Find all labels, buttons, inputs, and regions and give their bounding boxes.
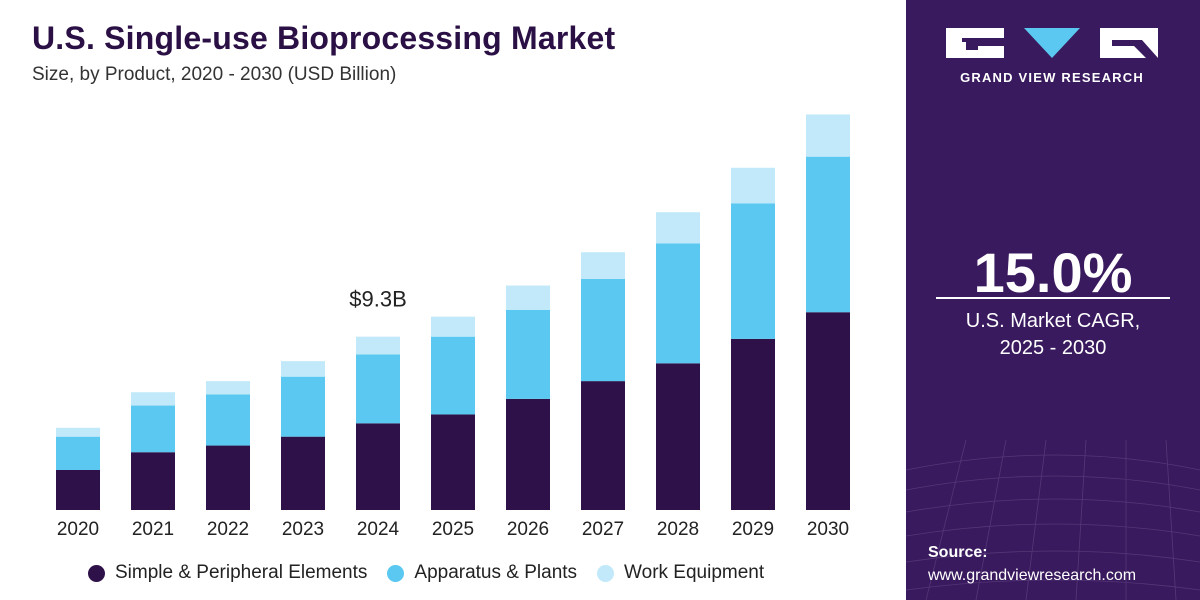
source-url[interactable]: www.grandviewresearch.com xyxy=(928,567,1137,584)
x-tick-label-2028: 2028 xyxy=(657,519,699,540)
bar-2027-apparatus xyxy=(581,278,625,382)
x-tick-label-2023: 2023 xyxy=(282,519,324,540)
bar-2025-work xyxy=(431,316,475,337)
legend-item-simple: Simple & Peripheral Elements xyxy=(88,562,367,584)
cagr-label: U.S. Market CAGR, 2025 - 2030 xyxy=(906,308,1200,362)
chart-title: U.S. Single-use Bioprocessing Market xyxy=(32,20,616,56)
bar-2027-work xyxy=(581,252,625,279)
grand-view-logo: GRAND VIEW RESEARCH xyxy=(942,24,1162,85)
chart-subtitle: Size, by Product, 2020 - 2030 (USD Billi… xyxy=(32,64,397,85)
bar-2021-apparatus xyxy=(131,405,175,453)
bar-2023-simple xyxy=(281,436,325,510)
bar-2026-work xyxy=(506,285,550,310)
cagr-label-line2: 2025 - 2030 xyxy=(999,337,1107,359)
x-tick-label-2030: 2030 xyxy=(807,519,849,540)
bar-2024-simple xyxy=(356,423,400,510)
bar-2025-apparatus xyxy=(431,336,475,415)
bar-2028-simple xyxy=(656,363,700,510)
x-tick-label-2025: 2025 xyxy=(432,519,474,540)
gvr-logo-mark xyxy=(946,28,1158,58)
legend-swatch-apparatus xyxy=(387,564,405,582)
bar-2021-simple xyxy=(131,452,175,510)
bar-2024-work xyxy=(356,336,400,355)
bar-2022-apparatus xyxy=(206,394,250,446)
logo-wordmark: GRAND VIEW RESEARCH xyxy=(960,70,1144,85)
bar-2027-simple xyxy=(581,381,625,510)
bar-2021-work xyxy=(131,392,175,406)
bar-2024-apparatus xyxy=(356,354,400,424)
bar-2026-simple xyxy=(506,398,550,510)
x-tick-label-2020: 2020 xyxy=(57,519,99,540)
bar-2025-simple xyxy=(431,414,475,510)
legend-item-apparatus: Apparatus & Plants xyxy=(387,562,577,584)
bar-2028-apparatus xyxy=(656,243,700,364)
x-tick-label-2027: 2027 xyxy=(582,519,624,540)
bar-2022-work xyxy=(206,381,250,395)
bar-2030-simple xyxy=(806,312,850,510)
bar-2028-work xyxy=(656,212,700,244)
legend-label-simple: Simple & Peripheral Elements xyxy=(115,562,368,583)
x-tick-label-2029: 2029 xyxy=(732,519,774,540)
x-tick-label-2022: 2022 xyxy=(207,519,249,540)
bar-2026-apparatus xyxy=(506,310,550,399)
legend: Simple & Peripheral Elements Apparatus &… xyxy=(88,562,784,584)
cagr-value: 15.0% xyxy=(973,241,1133,304)
data-label-2024: $9.3B xyxy=(349,287,407,312)
side-panel: GRAND VIEW RESEARCH 15.0% U.S. Market CA… xyxy=(906,0,1200,600)
legend-swatch-simple xyxy=(88,564,105,582)
x-tick-label-2021: 2021 xyxy=(132,519,174,540)
x-tick-label-2026: 2026 xyxy=(507,519,549,540)
cagr-divider xyxy=(936,297,1170,299)
x-tick-label-2024: 2024 xyxy=(357,519,400,540)
source-label: Source: xyxy=(928,544,988,561)
legend-swatch-work xyxy=(597,564,615,582)
grid-pattern-decoration xyxy=(906,439,1200,600)
bar-2020-work xyxy=(56,427,100,437)
bar-2022-simple xyxy=(206,445,250,510)
bar-2020-simple xyxy=(56,470,100,510)
legend-item-work: Work Equipment xyxy=(597,562,764,584)
bar-2030-work xyxy=(806,114,850,157)
bar-2023-work xyxy=(281,361,325,377)
cagr-label-line1: U.S. Market CAGR, xyxy=(965,310,1141,332)
bar-2030-apparatus xyxy=(806,156,850,313)
bar-2020-apparatus xyxy=(56,436,100,470)
legend-label-work: Work Equipment xyxy=(624,562,765,583)
legend-label-apparatus: Apparatus & Plants xyxy=(414,562,578,583)
bar-2023-apparatus xyxy=(281,376,325,437)
bar-2029-simple xyxy=(731,338,775,510)
bar-2029-work xyxy=(731,167,775,204)
stacked-bar-chart: 2020 2021 2022 2023 2024 2025 2026 2027 2028 2029… xyxy=(56,114,850,540)
bar-2029-apparatus xyxy=(731,203,775,339)
